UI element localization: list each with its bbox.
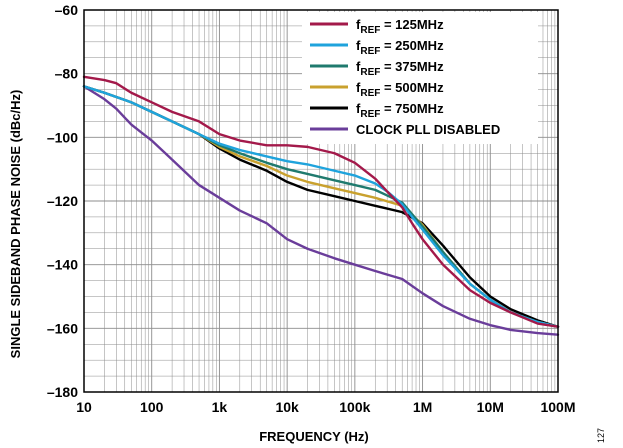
x-tick-labels: 10 100 1k 10k 100k 1M 10M 100M — [76, 399, 575, 415]
x-tick-label: 10k — [275, 399, 299, 415]
legend-label: fREF = 125MHz — [356, 17, 444, 36]
y-tick-label: –140 — [47, 257, 78, 273]
legend-label-main: f — [356, 17, 361, 32]
legend-label-suffix: = 375MHz — [380, 59, 444, 74]
y-tick-label: –180 — [47, 384, 78, 400]
series-line — [82, 75, 560, 328]
legend-label-subscript: REF — [360, 109, 380, 120]
legend-label-subscript: REF — [360, 67, 380, 78]
legend-label: fREF = 500MHz — [356, 80, 444, 99]
series-line — [82, 85, 560, 336]
x-tick-label: 10M — [477, 399, 504, 415]
legend-label-main: f — [356, 38, 361, 53]
figure-id: 127 — [596, 428, 606, 443]
x-tick-label: 100M — [540, 399, 575, 415]
plot-frame — [83, 9, 559, 393]
x-tick-label: 1k — [212, 399, 228, 415]
y-tick-labels: –60 –80 –100 –120 –140 –160 –180 — [47, 2, 78, 400]
legend-label: fREF = 750MHz — [356, 101, 444, 120]
legend-label-suffix: = 250MHz — [380, 38, 444, 53]
legend-label: fREF = 375MHz — [356, 59, 444, 78]
legend-label-main: CLOCK PLL DISABLED — [356, 122, 500, 137]
legend-label-suffix: = 500MHz — [380, 80, 444, 95]
legend-label-suffix: = 125MHz — [380, 17, 444, 32]
legend-label: fREF = 250MHz — [356, 38, 444, 57]
x-tick-label: 100 — [140, 399, 164, 415]
x-tick-label: 100k — [339, 399, 370, 415]
x-tick-label: 10 — [76, 399, 92, 415]
y-axis-title: SINGLE SIDEBAND PHASE NOISE (dBc/Hz) — [8, 90, 23, 359]
y-tick-label: –80 — [55, 66, 79, 82]
series-line — [82, 85, 560, 328]
legend-label-subscript: REF — [360, 25, 380, 36]
legend-label-suffix: = 750MHz — [380, 101, 444, 116]
legend-label-main: f — [356, 59, 361, 74]
y-tick-label: –100 — [47, 129, 78, 145]
y-tick-label: –120 — [47, 193, 78, 209]
legend-label-main: f — [356, 101, 361, 116]
series-lines — [82, 75, 560, 336]
x-tick-label: 1M — [413, 399, 432, 415]
legend-label-subscript: REF — [360, 46, 380, 57]
legend-background — [302, 12, 538, 144]
y-tick-label: –60 — [55, 2, 79, 18]
y-tick-label: –160 — [47, 320, 78, 336]
legend-label-subscript: REF — [360, 88, 380, 99]
legend-label: CLOCK PLL DISABLED — [356, 122, 500, 137]
x-axis-title: FREQUENCY (Hz) — [259, 429, 369, 444]
legend-label-main: f — [356, 80, 361, 95]
